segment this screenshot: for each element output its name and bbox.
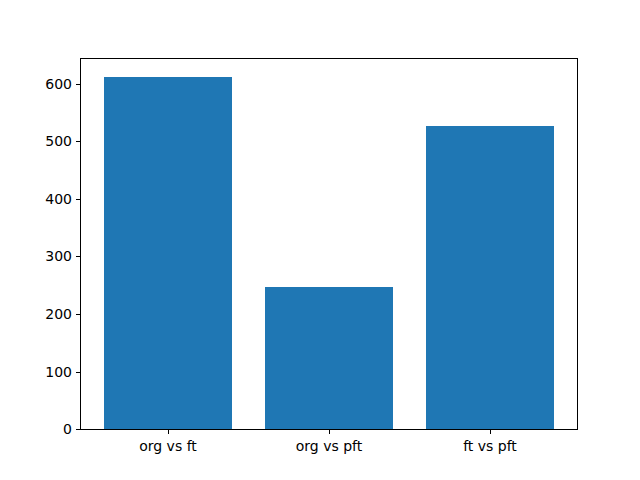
- y-tick-mark: [76, 141, 80, 142]
- y-tick-label: 400: [45, 191, 72, 207]
- x-tick-mark: [329, 430, 330, 434]
- y-tick-mark: [76, 314, 80, 315]
- y-tick-mark: [76, 84, 80, 85]
- x-tick-label: org vs pft: [296, 438, 363, 454]
- x-tick-mark: [490, 430, 491, 434]
- x-tick-label: ft vs pft: [463, 438, 517, 454]
- bar-org-vs-ft: [104, 77, 233, 429]
- y-tick-label: 200: [45, 306, 72, 322]
- x-tick-mark: [168, 430, 169, 434]
- y-tick-label: 100: [45, 364, 72, 380]
- bar-ft-vs-pft: [426, 126, 555, 429]
- bar-chart-figure: 0 100 200 300 400 500 600 org vs ft org vs pft ft…: [0, 0, 640, 480]
- y-tick-mark: [76, 199, 80, 200]
- y-tick-mark: [76, 256, 80, 257]
- y-tick-mark: [76, 429, 80, 430]
- y-tick-mark: [76, 372, 80, 373]
- y-tick-label: 300: [45, 248, 72, 264]
- bar-org-vs-pft: [265, 287, 394, 429]
- x-tick-label: org vs ft: [139, 438, 197, 454]
- y-tick-label: 600: [45, 76, 72, 92]
- plot-area: 0100200300400500600org vs ftorg vs pftft…: [80, 58, 578, 430]
- y-tick-label: 0: [63, 421, 72, 437]
- y-tick-label: 500: [45, 133, 72, 149]
